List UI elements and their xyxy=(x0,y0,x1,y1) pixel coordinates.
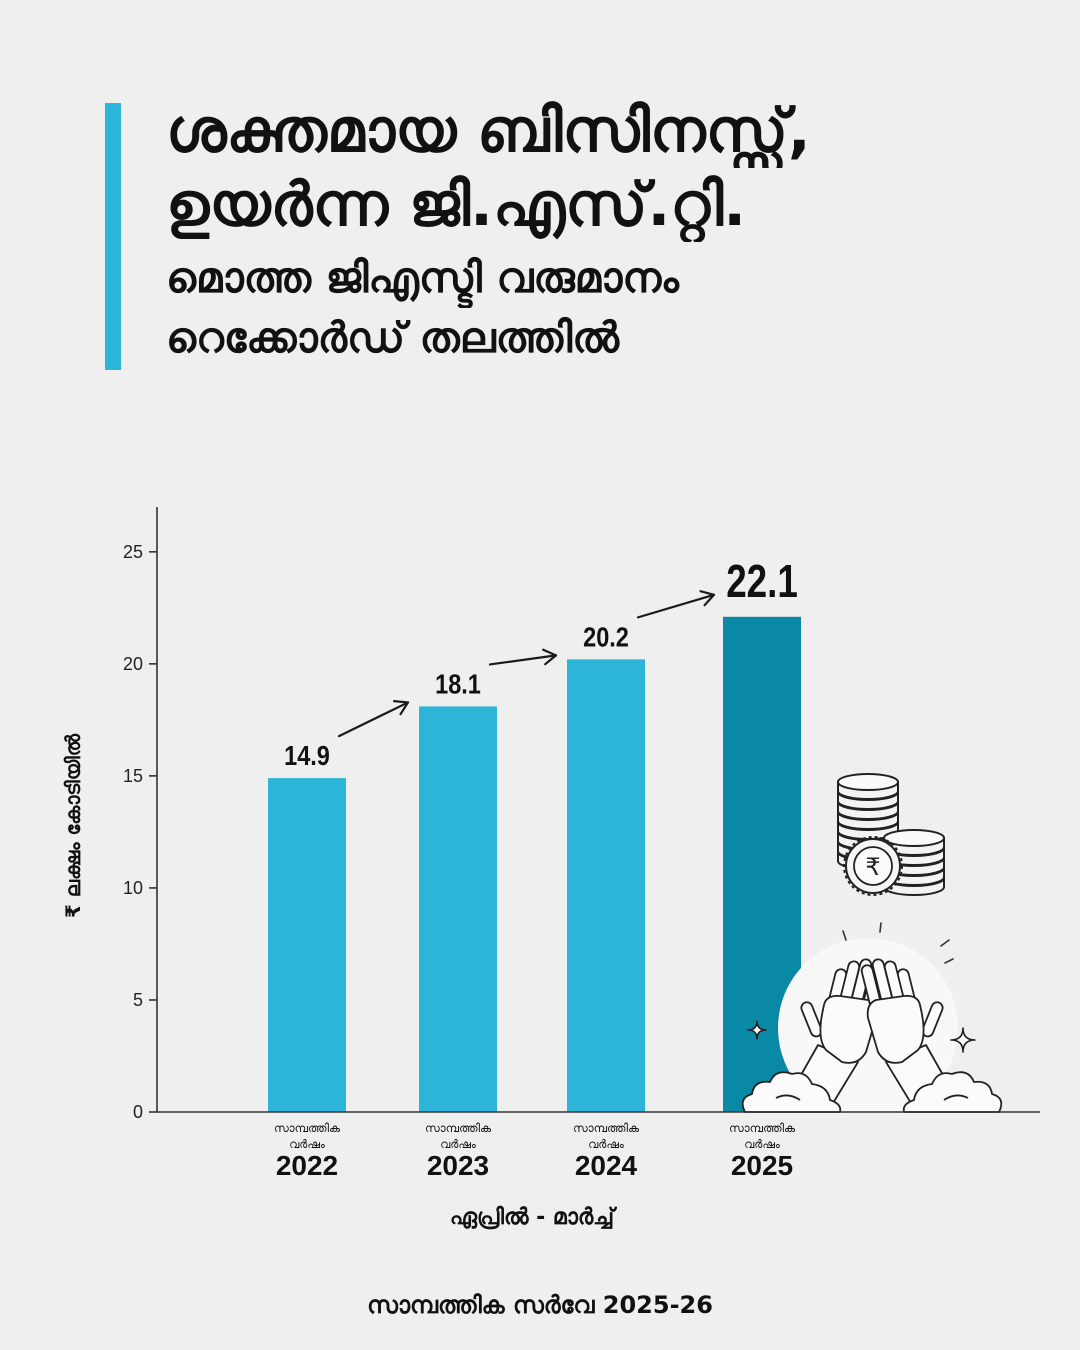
y-tick-label: 0 xyxy=(133,1102,143,1122)
arrow-head xyxy=(542,648,558,666)
value-labels: 14.9 18.1 20.2 22.1 xyxy=(284,555,798,772)
x-tick-2022: സാമ്പത്തിക വർഷം2022 xyxy=(274,1121,341,1181)
arrow-shaft xyxy=(636,593,716,619)
x-tick-caption-line2: വർഷം xyxy=(588,1137,625,1151)
trend-arrows xyxy=(337,590,716,738)
palm xyxy=(819,995,878,1064)
arrow-head xyxy=(699,590,716,607)
y-axis-label: ₹ ലക്ഷം കോടിയിൽ xyxy=(61,733,85,918)
y-tick-label: 20 xyxy=(123,654,143,674)
sleeve xyxy=(741,1071,842,1113)
x-tick-labels: സാമ്പത്തികവർഷം2022സാമ്പത്തികവർഷം2023സാമ്… xyxy=(274,1121,796,1181)
value-label-2023: 18.1 xyxy=(435,670,481,700)
bar-2024 xyxy=(567,659,645,1112)
x-tick-caption-line2: വർഷം xyxy=(744,1137,781,1151)
high-five-icon xyxy=(741,922,1003,1113)
arrow-shaft xyxy=(337,701,410,738)
accent-bar xyxy=(105,103,121,370)
front-coin-inner xyxy=(853,846,893,886)
thumb xyxy=(800,1001,823,1038)
coin-face xyxy=(883,829,945,847)
trend-arrow xyxy=(636,590,716,619)
motion-lines xyxy=(842,922,954,964)
bar-2022 xyxy=(268,778,346,1112)
y-tick-label: 15 xyxy=(123,766,143,786)
sleeve-fold xyxy=(775,1094,801,1101)
headline: ശക്തമായ ബിസിനസ്സ്, ഉയർന്ന ജി.എസ്.റ്റി. മ… xyxy=(166,94,1066,368)
front-coin-rim xyxy=(843,836,903,896)
title-line-1: ശക്തമായ ബിസിനസ്സ്, xyxy=(166,96,811,166)
x-tick-caption-line1: സാമ്പത്തിക xyxy=(274,1121,341,1135)
rupee-symbol: ₹ xyxy=(865,853,880,881)
x-tick-caption-line2: വർഷം xyxy=(289,1137,326,1151)
value-label-2024: 20.2 xyxy=(583,623,629,653)
arrow-shaft xyxy=(488,654,558,666)
x-tick-caption-line1: സാമ്പത്തിക xyxy=(425,1121,492,1135)
trend-arrow xyxy=(488,648,558,666)
title-line-2: ഉയർന്ന ജി.എസ്.റ്റി. xyxy=(166,170,747,240)
x-tick-caption-line1: സാമ്പത്തിക xyxy=(729,1121,796,1135)
x-tick-year: 2025 xyxy=(731,1150,793,1181)
x-tick-2023: സാമ്പത്തിക വർഷം2023 xyxy=(425,1121,492,1181)
trend-arrow xyxy=(337,699,410,738)
value-label-2022: 14.9 xyxy=(284,741,330,771)
y-ticks: 0 5 10 15 20 25 xyxy=(123,542,157,1122)
x-tick-year: 2024 xyxy=(575,1150,638,1181)
arrow-head xyxy=(393,699,410,716)
y-tick-label: 10 xyxy=(123,878,143,898)
x-tick-year: 2023 xyxy=(427,1150,489,1181)
x-tick-caption-line2: വർഷം xyxy=(440,1137,477,1151)
x-tick-2024: സാമ്പത്തിക വർഷം2024 xyxy=(573,1121,640,1181)
sparkle-icon xyxy=(747,1020,767,1040)
sparkle-icon xyxy=(950,1027,976,1053)
x-tick-2025: സാമ്പത്തിക വർഷം2025 xyxy=(729,1121,796,1181)
bars xyxy=(268,616,801,1112)
y-tick-label: 5 xyxy=(133,990,143,1010)
x-tick-caption-line1: സാമ്പത്തിക xyxy=(573,1121,640,1135)
coin-face xyxy=(837,773,899,791)
x-tick-year: 2022 xyxy=(276,1150,338,1181)
subtitle-line-1: മൊത്ത ജിഎസ്ടി വരുമാനം xyxy=(166,253,679,302)
coins-rupee-icon: ₹ xyxy=(837,773,945,896)
y-tick-label: 25 xyxy=(123,542,143,562)
subtitle-line-2: റെക്കോർഡ് തലത്തിൽ xyxy=(166,313,619,362)
source-footer: സാമ്പത്തിക സർവേ 2025-26 xyxy=(367,1291,713,1319)
x-axis-label: ഏപ്രിൽ - മാർച്ച് xyxy=(450,1205,617,1230)
value-label-2025: 22.1 xyxy=(726,555,798,607)
bar-2023 xyxy=(419,706,497,1112)
